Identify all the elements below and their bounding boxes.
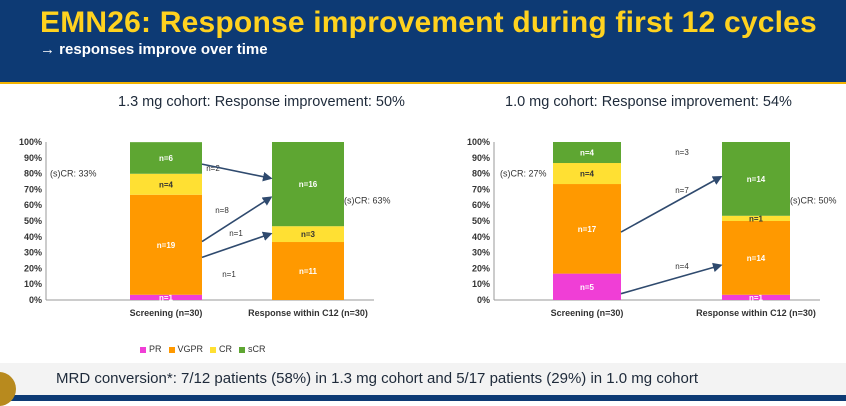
c0-transition-label: n=8 xyxy=(215,206,229,215)
c1-y-tick-label: 0% xyxy=(477,295,490,305)
c1-transition-label: n=3 xyxy=(675,148,689,157)
legend-item-scr: sCR xyxy=(239,344,266,354)
c0-transition-label: n=1 xyxy=(229,229,243,238)
c0-category-label: Screening (n=30) xyxy=(130,308,203,318)
c0-segment-label: n=19 xyxy=(157,241,176,250)
c1-y-tick-label: 40% xyxy=(472,232,490,242)
c1-transition-label: n=4 xyxy=(675,262,689,271)
c0-y-tick-label: 100% xyxy=(19,137,42,147)
c0-y-tick-label: 80% xyxy=(24,169,42,179)
c1-transition-arrow xyxy=(620,175,723,233)
legend-label: VGPR xyxy=(177,344,204,354)
page-title: EMN26: Response improvement during first… xyxy=(40,6,817,39)
legend-item-pr: PR xyxy=(140,344,162,354)
c0-scr-annotation: (s)CR: 33% xyxy=(50,169,97,179)
c1-bar-segment-scr xyxy=(553,142,621,164)
c1-segment-label: n=1 xyxy=(749,293,764,302)
c1-bar-segment-vgpr xyxy=(553,184,621,274)
c1-y-tick-label: 100% xyxy=(467,137,490,147)
c0-scr-annotation: (s)CR: 63% xyxy=(344,195,391,205)
c1-scr-annotation: (s)CR: 27% xyxy=(500,169,547,179)
c0-transition-label: n=2 xyxy=(206,164,220,173)
mrd-conversion-note: MRD conversion*: 7/12 patients (58%) in … xyxy=(56,370,699,387)
c1-bar-segment-pr xyxy=(722,294,790,300)
c1-segment-label: n=4 xyxy=(580,149,595,158)
c0-bar-segment-cr xyxy=(272,226,344,243)
c1-y-tick-label: 30% xyxy=(472,248,490,258)
page-subtitle: → responses improve over time xyxy=(40,41,268,58)
legend-item-vgpr: VGPR xyxy=(168,344,204,354)
chart-legend: PR VGPR CR sCR xyxy=(140,344,273,354)
footer-panel xyxy=(0,363,846,401)
c0-segment-label: n=3 xyxy=(301,230,316,239)
chart-title-1-3mg: 1.3 mg cohort: Response improvement: 50% xyxy=(118,94,405,110)
c0-y-tick-label: 60% xyxy=(24,200,42,210)
c0-y-tick-label: 70% xyxy=(24,184,42,194)
c1-bar-segment-pr xyxy=(553,273,621,300)
c1-y-tick-label: 60% xyxy=(472,200,490,210)
c0-segment-label: n=16 xyxy=(299,180,318,189)
c0-y-tick-label: 20% xyxy=(24,263,42,273)
c0-bar-segment-pr xyxy=(130,294,202,300)
c0-category-label: Response within C12 (n=30) xyxy=(248,308,368,318)
chart-1-3mg: 0% 10% 20% 30% 40% 50% 60% 70% 80% 90% 100% n=1 n=19… xyxy=(19,137,391,318)
c1-bar-segment-cr xyxy=(553,163,621,185)
c1-segment-label: n=17 xyxy=(578,225,597,234)
legend-swatch xyxy=(168,346,175,353)
c0-bar-segment-scr xyxy=(272,142,344,227)
c1-y-tick-label: 10% xyxy=(472,279,490,289)
c1-segment-label: n=4 xyxy=(580,170,595,179)
c0-bar-segment-vgpr xyxy=(272,242,344,300)
c0-segment-label: n=6 xyxy=(159,154,174,163)
c1-y-tick-label: 70% xyxy=(472,184,490,194)
c1-category-label: Response within C12 (n=30) xyxy=(696,308,816,318)
corner-decoration xyxy=(0,372,16,406)
c0-bar-segment-vgpr xyxy=(130,194,202,295)
c0-y-tick-label: 40% xyxy=(24,232,42,242)
c0-transition-arrow xyxy=(201,163,273,182)
c0-transition-label: n=1 xyxy=(222,270,236,279)
c1-bar-segment-vgpr xyxy=(722,221,790,295)
c1-scr-annotation: (s)CR: 50% xyxy=(790,195,837,205)
legend-label: PR xyxy=(149,344,162,354)
c1-segment-label: n=14 xyxy=(747,175,766,184)
c1-bar-segment-cr xyxy=(722,215,790,221)
footer-band xyxy=(0,395,846,401)
c1-y-tick-label: 80% xyxy=(472,169,490,179)
c0-transition-arrow xyxy=(201,196,273,243)
c1-y-tick-label: 90% xyxy=(472,153,490,163)
c1-y-tick-label: 50% xyxy=(472,216,490,226)
header-banner xyxy=(0,0,846,82)
c0-segment-label: n=4 xyxy=(159,180,174,189)
c1-bar-segment-scr xyxy=(722,142,790,216)
c0-bar-segment-cr xyxy=(130,173,202,195)
c1-segment-label: n=1 xyxy=(749,214,764,223)
c0-y-tick-label: 0% xyxy=(29,295,42,305)
c1-transition-arrow xyxy=(620,262,723,295)
c1-segment-label: n=5 xyxy=(580,283,595,292)
legend-item-cr: CR xyxy=(210,344,232,354)
c0-segment-label: n=11 xyxy=(299,267,318,276)
c1-y-tick-label: 20% xyxy=(472,263,490,273)
c0-bar-segment-scr xyxy=(130,142,202,174)
legend-swatch xyxy=(140,346,146,353)
header-divider xyxy=(0,82,846,84)
c0-y-tick-label: 50% xyxy=(24,216,42,226)
c1-category-label: Screening (n=30) xyxy=(551,308,624,318)
c0-segment-label: n=1 xyxy=(159,293,174,302)
chart-title-1-0mg: 1.0 mg cohort: Response improvement: 54% xyxy=(505,94,792,110)
legend-label: CR xyxy=(219,344,233,354)
legend-swatch xyxy=(210,346,217,353)
c0-y-tick-label: 90% xyxy=(24,153,42,163)
c1-segment-label: n=14 xyxy=(747,254,766,263)
chart-1-0mg: 0% 10% 20% 30% 40% 50% 60% 70% 80% 90% 100% n=5 n=17… xyxy=(467,137,837,318)
c1-transition-label: n=7 xyxy=(675,186,689,195)
c0-transition-arrow xyxy=(201,231,273,259)
c0-y-tick-label: 10% xyxy=(24,279,42,289)
legend-swatch xyxy=(239,346,246,353)
c0-y-tick-label: 30% xyxy=(24,248,42,258)
legend-label: sCR xyxy=(248,344,266,354)
